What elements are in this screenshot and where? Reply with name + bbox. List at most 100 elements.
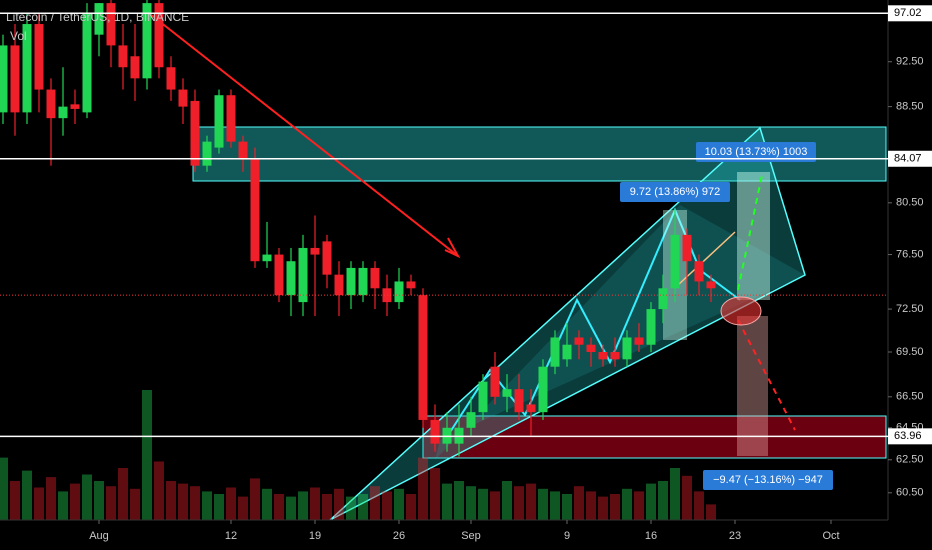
candle-body xyxy=(70,104,80,109)
candle-body xyxy=(334,274,344,296)
candle-body xyxy=(142,3,152,79)
volume-bar xyxy=(58,491,68,520)
y-tick-label: 66.50 xyxy=(896,391,924,403)
volume-bar xyxy=(658,481,668,520)
volume-bar xyxy=(478,488,488,520)
candle-body xyxy=(586,344,596,352)
candle-body xyxy=(82,13,92,113)
volume-bar xyxy=(142,390,152,520)
x-tick-label: Aug xyxy=(89,530,109,542)
volume-label: Vol xyxy=(10,29,27,43)
candle-body xyxy=(562,344,572,360)
candle-body xyxy=(130,56,140,79)
long-target xyxy=(737,172,770,300)
volume-bar xyxy=(250,478,260,520)
x-tick-label: 9 xyxy=(564,530,570,542)
candle-body xyxy=(0,45,8,113)
candle-body xyxy=(166,67,176,90)
x-tick-label: Sep xyxy=(461,530,481,542)
volume-bar xyxy=(298,491,308,520)
volume-bar xyxy=(154,461,164,520)
y-tick-label: 88.50 xyxy=(896,101,924,113)
volume-bar xyxy=(202,491,212,520)
candle-body xyxy=(706,281,716,289)
candle-body xyxy=(406,281,416,289)
x-tick-label: 12 xyxy=(225,530,237,542)
candle-body xyxy=(418,295,428,420)
volume-bar xyxy=(490,491,500,520)
breakout-circle xyxy=(720,296,762,326)
volume-bar xyxy=(322,494,332,520)
x-tick-label: 16 xyxy=(645,530,657,542)
x-tick-label: 26 xyxy=(393,530,405,542)
volume-bar xyxy=(670,468,680,520)
y-tick-label: 76.50 xyxy=(896,248,924,260)
candle-body xyxy=(286,261,296,296)
volume-bar xyxy=(346,496,356,520)
volume-bar xyxy=(358,494,368,520)
volume-bar xyxy=(466,486,476,520)
volume-bar xyxy=(94,481,104,520)
bull-path xyxy=(737,174,763,291)
volume-bar xyxy=(226,487,236,520)
y-tick-label: 92.50 xyxy=(896,56,924,68)
candle-body xyxy=(502,389,512,397)
candle-body xyxy=(574,337,584,345)
candle-body xyxy=(58,106,68,119)
y-tick-label: 80.50 xyxy=(896,197,924,209)
wedge-inner xyxy=(435,205,805,460)
volume-bar xyxy=(130,488,140,520)
volume-bar xyxy=(178,483,188,520)
candle-body xyxy=(274,254,284,296)
volume-bar xyxy=(586,491,596,520)
arrow-head xyxy=(444,237,461,259)
x-tick-label: 19 xyxy=(309,530,321,542)
price-tag xyxy=(888,428,932,445)
candle-body xyxy=(250,159,260,262)
candle-body xyxy=(694,261,704,282)
measure-label: 9.72 (13.86%) 972 xyxy=(630,186,721,198)
candle-body xyxy=(358,267,368,296)
candle-body xyxy=(118,45,128,68)
volume-bar xyxy=(502,481,512,520)
price-tag-label: 63.96 xyxy=(894,430,922,442)
candle-body xyxy=(298,247,308,303)
candle-body xyxy=(634,337,644,345)
candle-body xyxy=(262,254,272,262)
candle-body xyxy=(658,288,668,310)
candle-body xyxy=(610,351,620,360)
marks xyxy=(0,0,716,520)
volume-bar xyxy=(442,483,452,520)
price-tag xyxy=(888,5,932,22)
volume-bar xyxy=(682,475,692,520)
volume-bar xyxy=(22,470,32,520)
candle-body xyxy=(430,419,440,444)
candle-body xyxy=(106,3,116,46)
volume-bar xyxy=(646,483,656,520)
y-tick-label: 69.50 xyxy=(896,346,924,358)
candle-body xyxy=(154,3,164,68)
volume-bar xyxy=(526,483,536,520)
volume-bar xyxy=(0,457,8,520)
volume-bar xyxy=(214,494,224,520)
volume-bar xyxy=(694,491,704,520)
candle-body xyxy=(202,141,212,166)
candle-body xyxy=(478,381,488,413)
volume-bar xyxy=(34,487,44,520)
candle-body xyxy=(94,3,104,35)
volume-bar xyxy=(574,486,584,520)
measure-label: 10.03 (13.73%) 1003 xyxy=(705,146,808,158)
volume-bar xyxy=(190,486,200,520)
candle-body xyxy=(322,241,332,275)
volume-bar xyxy=(238,496,248,520)
trend-arrow xyxy=(149,13,459,257)
price-tag-label: 84.07 xyxy=(894,153,922,165)
volume-bar xyxy=(382,491,392,520)
volume-bar xyxy=(598,496,608,520)
candle-body xyxy=(190,100,200,166)
price-tag-label: 97.02 xyxy=(894,7,922,19)
price-axis xyxy=(888,0,932,550)
candle-body xyxy=(514,389,524,413)
volume-bar xyxy=(10,481,20,520)
